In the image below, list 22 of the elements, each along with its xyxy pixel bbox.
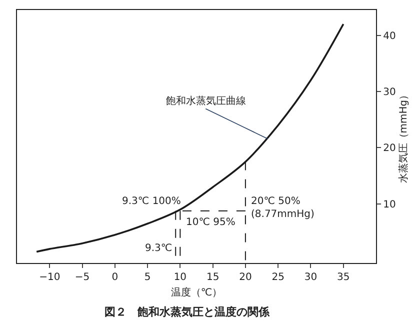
annotation: 9.3℃ <box>145 243 172 254</box>
x-tick-label: 5 <box>144 272 151 284</box>
y-axis-title: 水蒸気圧（mmHg） <box>397 90 410 184</box>
x-tick-label: 30 <box>304 272 318 284</box>
y-tick-label: 20 <box>383 143 396 154</box>
x-tick-label: 20 <box>239 272 252 284</box>
y-tick-label: 30 <box>383 87 396 98</box>
x-tick-label: −10 <box>39 272 60 284</box>
x-tick-label: 0 <box>112 272 118 284</box>
x-axis-title: 温度（℃） <box>170 286 222 299</box>
x-tick-label: 10 <box>174 272 187 284</box>
x-tick-label: 35 <box>336 272 350 284</box>
annotation: 10℃ 95% <box>186 217 236 228</box>
text: 図２ 飽和水蒸気圧と温度の関係 <box>104 305 271 318</box>
annotation: 飽和水蒸気圧曲線 <box>166 95 246 107</box>
annotation: 9.3℃ 100% <box>122 196 181 207</box>
y-tick-label: 40 <box>383 30 396 42</box>
y-tick-label: 10 <box>383 199 396 210</box>
x-tick-label: 15 <box>206 272 220 284</box>
annotation: 20℃ 50% (8.77mmHg) <box>251 196 315 220</box>
x-tick-label: 25 <box>272 272 284 284</box>
x-tick-label: −5 <box>74 272 90 284</box>
